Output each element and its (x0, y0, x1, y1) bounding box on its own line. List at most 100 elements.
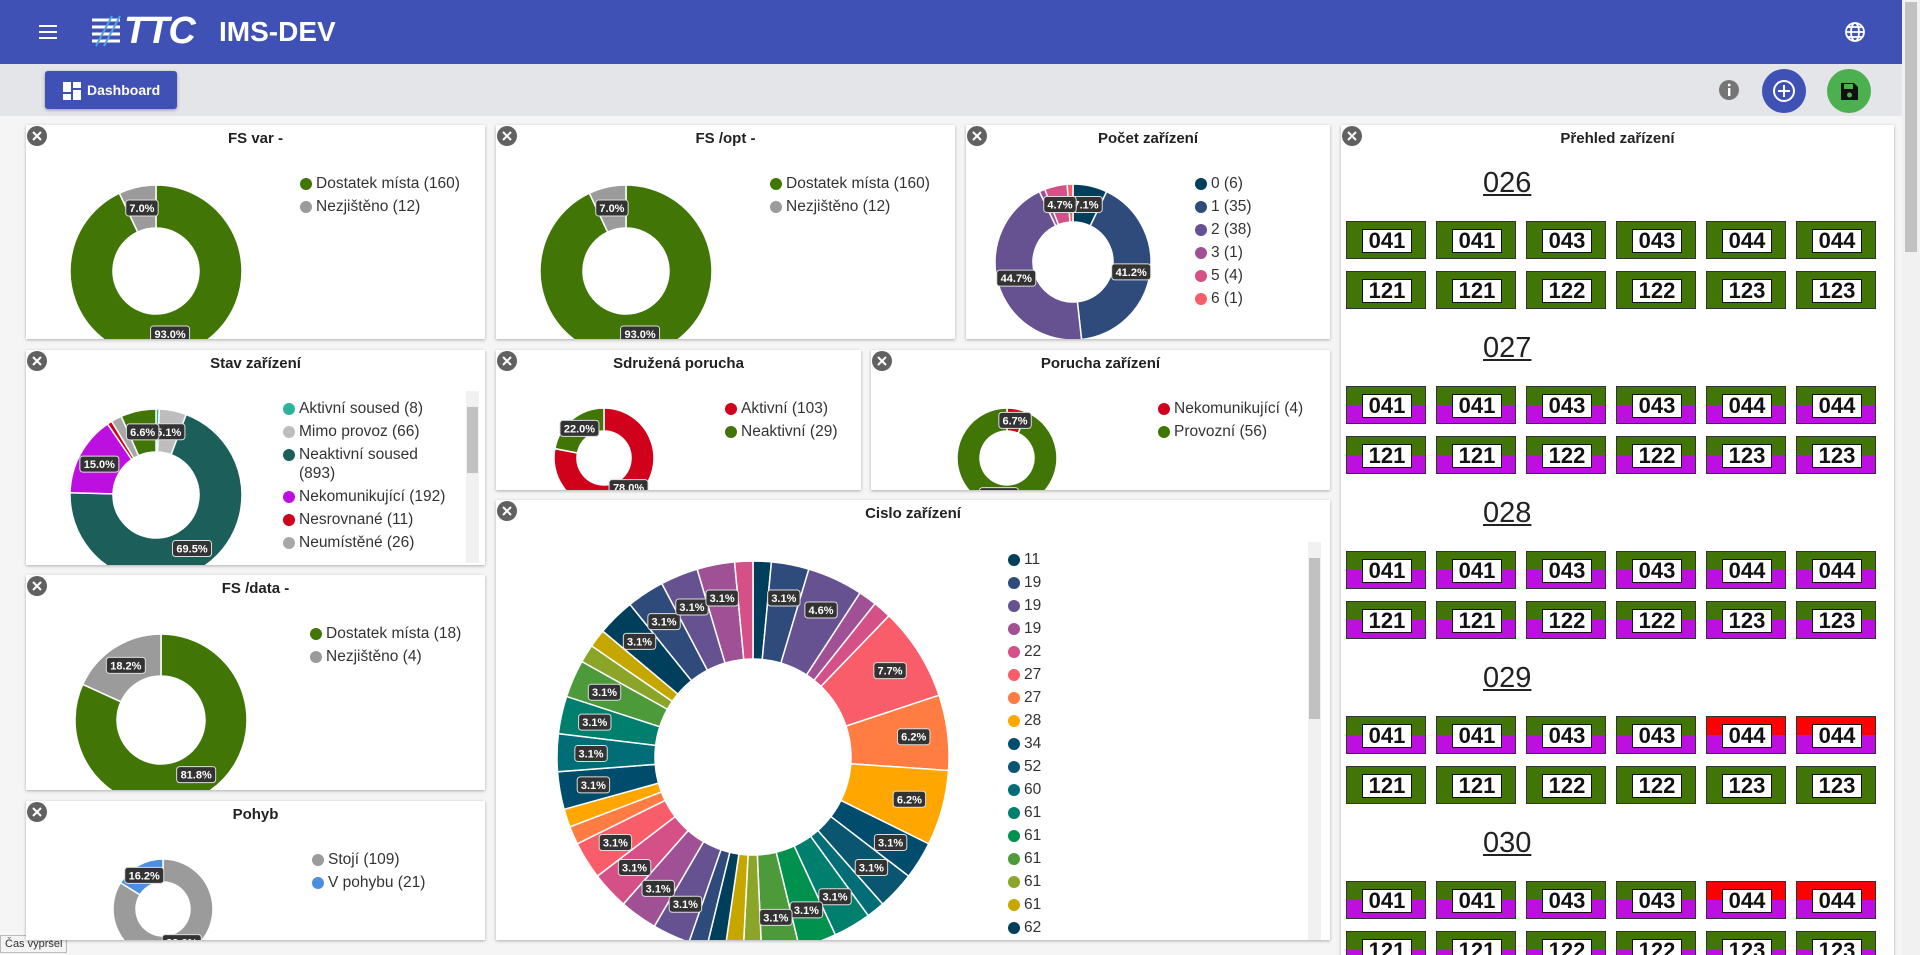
legend-marker (1008, 554, 1020, 566)
legend-item: 61 (1008, 872, 1128, 891)
dashboard-button[interactable]: Dashboard (45, 71, 177, 109)
device-tile[interactable]: 122 (1526, 766, 1606, 804)
device-tile[interactable]: 122 (1616, 766, 1696, 804)
device-tile[interactable]: 123 (1796, 271, 1876, 309)
device-tile[interactable]: 041 (1436, 221, 1516, 259)
device-label: 041 (1362, 229, 1412, 253)
device-tile[interactable]: 122 (1616, 271, 1696, 309)
close-icon (877, 356, 887, 366)
language-button[interactable] (1843, 20, 1867, 44)
device-tile[interactable]: 043 (1526, 386, 1606, 424)
legend-scroll-thumb[interactable] (1309, 558, 1320, 719)
device-tile[interactable]: 121 (1346, 931, 1426, 955)
legend-scrollbar[interactable] (1308, 542, 1321, 940)
legend-marker (283, 449, 295, 461)
device-tile[interactable]: 121 (1346, 436, 1426, 474)
device-tile[interactable]: 121 (1436, 271, 1516, 309)
save-button[interactable] (1826, 68, 1872, 114)
legend-item: Aktivní soused (8) (283, 399, 448, 418)
device-tile[interactable]: 121 (1436, 766, 1516, 804)
device-tile[interactable]: 044 (1706, 221, 1786, 259)
device-tile[interactable]: 043 (1616, 551, 1696, 589)
device-tile[interactable]: 123 (1706, 436, 1786, 474)
device-tile[interactable]: 043 (1526, 716, 1606, 754)
legend-scrollbar[interactable] (466, 391, 479, 563)
device-label: 041 (1452, 889, 1502, 913)
device-label: 121 (1362, 279, 1412, 303)
device-tile[interactable]: 122 (1616, 436, 1696, 474)
device-tile[interactable]: 041 (1436, 716, 1516, 754)
close-button[interactable] (871, 350, 893, 372)
device-tile[interactable]: 121 (1436, 436, 1516, 474)
device-tile[interactable]: 044 (1796, 881, 1876, 919)
device-tile[interactable]: 041 (1436, 386, 1516, 424)
device-tile[interactable]: 123 (1796, 931, 1876, 955)
page-scrollbar[interactable] (1902, 0, 1920, 955)
close-button[interactable] (496, 350, 518, 372)
device-tile[interactable]: 044 (1706, 551, 1786, 589)
value-label: 83.8% (166, 938, 197, 940)
device-tile[interactable]: 122 (1526, 271, 1606, 309)
device-tile[interactable]: 123 (1706, 271, 1786, 309)
close-button[interactable] (496, 125, 518, 147)
device-tile[interactable]: 041 (1436, 881, 1516, 919)
value-label-box (668, 895, 703, 913)
value-label-box (1111, 263, 1152, 281)
device-tile[interactable]: 121 (1346, 271, 1426, 309)
value-label-box (595, 199, 629, 217)
device-tile[interactable]: 123 (1796, 601, 1876, 639)
device-tile[interactable]: 044 (1796, 386, 1876, 424)
device-tile[interactable]: 044 (1796, 551, 1876, 589)
device-tile[interactable]: 044 (1706, 386, 1786, 424)
close-button[interactable] (26, 350, 48, 372)
device-tile[interactable]: 122 (1526, 931, 1606, 955)
device-tile[interactable]: 044 (1706, 716, 1786, 754)
device-tile[interactable]: 121 (1436, 931, 1516, 955)
device-tile[interactable]: 044 (1796, 716, 1876, 754)
device-tile[interactable]: 041 (1346, 551, 1426, 589)
device-tile[interactable]: 123 (1706, 931, 1786, 955)
close-button[interactable] (26, 575, 48, 597)
legend: 11 19 19 19 22 27 27 28 34 52 60 61 61 61 61 61 62 (1008, 550, 1128, 934)
device-tile[interactable]: 122 (1616, 931, 1696, 955)
device-label: 041 (1452, 724, 1502, 748)
value-label-box (854, 859, 889, 877)
device-tile[interactable]: 041 (1346, 386, 1426, 424)
close-button[interactable] (496, 500, 518, 522)
info-button[interactable] (1717, 78, 1741, 102)
device-tile[interactable]: 121 (1346, 766, 1426, 804)
device-tile[interactable]: 044 (1796, 221, 1876, 259)
legend-item: 1 (35) (1195, 197, 1315, 216)
device-tile[interactable]: 122 (1526, 601, 1606, 639)
device-tile[interactable]: 122 (1616, 601, 1696, 639)
device-tile[interactable]: 123 (1706, 766, 1786, 804)
close-icon (502, 506, 512, 516)
device-tile[interactable]: 122 (1526, 436, 1606, 474)
close-button[interactable] (26, 125, 48, 147)
device-tile[interactable]: 043 (1616, 881, 1696, 919)
device-tile[interactable]: 041 (1346, 716, 1426, 754)
close-button[interactable] (26, 801, 48, 823)
device-tile[interactable]: 043 (1616, 386, 1696, 424)
add-widget-button[interactable] (1761, 68, 1807, 114)
legend-label: 28 (1024, 712, 1042, 729)
device-tile[interactable]: 123 (1796, 766, 1876, 804)
device-tile[interactable]: 044 (1706, 881, 1786, 919)
device-tile[interactable]: 121 (1346, 601, 1426, 639)
device-tile[interactable]: 043 (1616, 221, 1696, 259)
legend-scroll-thumb[interactable] (467, 407, 478, 473)
device-tile[interactable]: 041 (1346, 221, 1426, 259)
scrollbar-thumb[interactable] (1905, 2, 1917, 252)
device-tile[interactable]: 123 (1796, 436, 1876, 474)
device-tile[interactable]: 041 (1346, 881, 1426, 919)
device-tile[interactable]: 121 (1436, 601, 1516, 639)
close-button[interactable] (1341, 125, 1363, 147)
device-tile[interactable]: 041 (1436, 551, 1516, 589)
device-tile[interactable]: 043 (1616, 716, 1696, 754)
close-button[interactable] (966, 125, 988, 147)
device-tile[interactable]: 123 (1706, 601, 1786, 639)
device-tile[interactable]: 043 (1526, 221, 1606, 259)
menu-button[interactable] (36, 20, 60, 44)
device-tile[interactable]: 043 (1526, 551, 1606, 589)
device-tile[interactable]: 043 (1526, 881, 1606, 919)
